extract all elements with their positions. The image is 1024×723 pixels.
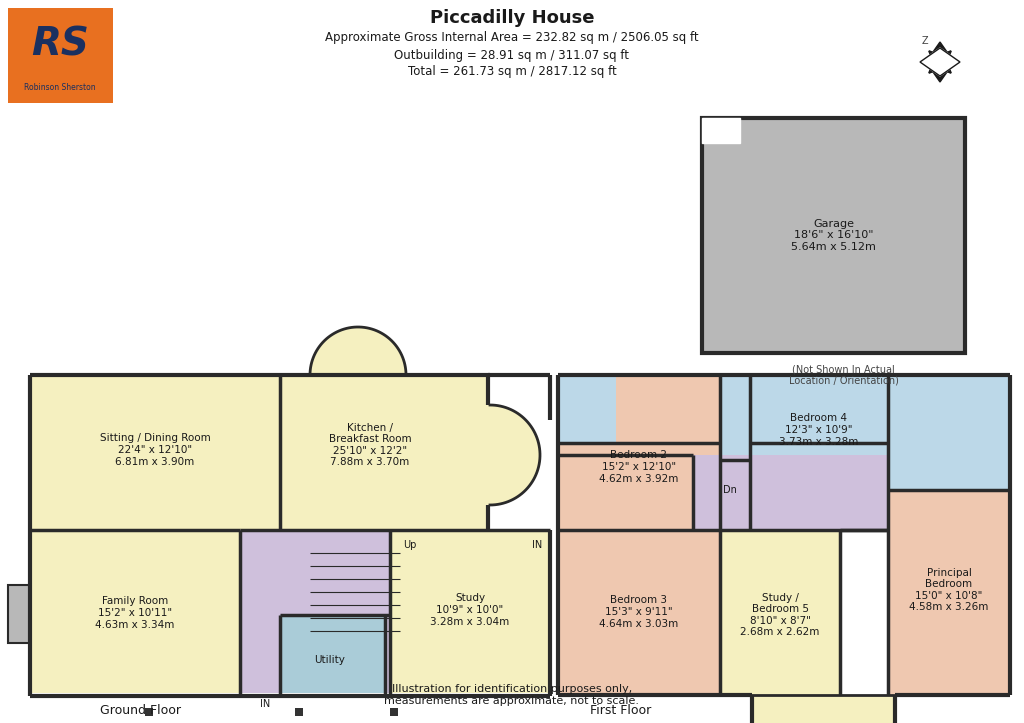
Text: Approximate Gross Internal Area = 232.82 sq m / 2506.05 sq ft: Approximate Gross Internal Area = 232.82… — [326, 32, 698, 45]
Bar — [558, 530, 720, 695]
Bar — [702, 118, 965, 353]
Polygon shape — [926, 42, 954, 82]
Bar — [30, 530, 240, 693]
Bar — [720, 375, 750, 460]
Bar — [30, 375, 280, 530]
Text: Ground Floor: Ground Floor — [100, 703, 181, 716]
Text: First Floor: First Floor — [590, 703, 651, 716]
Text: Garage
18'6" x 16'10"
5.64m x 5.12m: Garage 18'6" x 16'10" 5.64m x 5.12m — [792, 219, 876, 252]
Bar — [295, 708, 303, 716]
Bar — [280, 375, 490, 530]
Bar — [720, 530, 840, 695]
Text: IN: IN — [260, 699, 270, 709]
Polygon shape — [920, 48, 961, 76]
Text: IN: IN — [531, 540, 542, 550]
Bar — [693, 455, 888, 530]
Text: Outbuilding = 28.91 sq m / 311.07 sq ft: Outbuilding = 28.91 sq m / 311.07 sq ft — [394, 48, 630, 61]
Text: Principal
Bedroom
15'0" x 10'8"
4.58m x 3.26m: Principal Bedroom 15'0" x 10'8" 4.58m x … — [909, 568, 989, 612]
Text: Total = 261.73 sq m / 2817.12 sq ft: Total = 261.73 sq m / 2817.12 sq ft — [408, 66, 616, 79]
Text: Bedroom 3
15'3" x 9'11"
4.64m x 3.03m: Bedroom 3 15'3" x 9'11" 4.64m x 3.03m — [599, 596, 679, 628]
Polygon shape — [310, 327, 406, 375]
Text: Study /
Bedroom 5
8'10" x 8'7"
2.68m x 2.62m: Study / Bedroom 5 8'10" x 8'7" 2.68m x 2… — [740, 593, 819, 638]
Bar — [888, 375, 1010, 490]
Text: Robinson Sherston: Robinson Sherston — [25, 83, 96, 93]
Bar — [558, 375, 720, 530]
Text: (Not Shown In Actual
Location / Orientation): (Not Shown In Actual Location / Orientat… — [788, 364, 898, 386]
Text: Utility: Utility — [314, 655, 345, 665]
Polygon shape — [490, 405, 540, 505]
Bar — [888, 490, 1010, 695]
Bar — [702, 118, 740, 143]
Text: Bedroom 4
12'3" x 10'9"
3.73m x 3.28m: Bedroom 4 12'3" x 10'9" 3.73m x 3.28m — [779, 414, 859, 447]
Bar — [390, 708, 398, 716]
Bar — [240, 530, 490, 693]
Text: Bedroom 2
15'2" x 12'10"
4.62m x 3.92m: Bedroom 2 15'2" x 12'10" 4.62m x 3.92m — [599, 450, 679, 484]
Text: Piccadilly House: Piccadilly House — [430, 9, 594, 27]
Bar — [280, 615, 385, 693]
Bar — [558, 375, 616, 443]
Bar — [390, 530, 550, 693]
Text: RS: RS — [31, 26, 89, 64]
Bar — [8, 585, 30, 643]
Text: Kitchen /
Breakfast Room
25'10" x 12'2"
7.88m x 3.70m: Kitchen / Breakfast Room 25'10" x 12'2" … — [329, 423, 412, 467]
Text: Illustration for identification purposes only,
measurements are approximate, not: Illustration for identification purposes… — [384, 684, 640, 706]
Bar — [750, 375, 888, 510]
Bar — [145, 708, 153, 716]
Bar — [8, 8, 113, 103]
Bar — [752, 695, 895, 723]
Text: Family Room
15'2" x 10'11"
4.63m x 3.34m: Family Room 15'2" x 10'11" 4.63m x 3.34m — [95, 596, 175, 630]
Text: Study
10'9" x 10'0"
3.28m x 3.04m: Study 10'9" x 10'0" 3.28m x 3.04m — [430, 594, 510, 627]
Text: Sitting / Dining Room
22'4" x 12'10"
6.81m x 3.90m: Sitting / Dining Room 22'4" x 12'10" 6.8… — [99, 433, 210, 466]
Text: Up: Up — [403, 540, 417, 550]
Text: Z: Z — [922, 36, 929, 46]
Text: Dn: Dn — [723, 485, 737, 495]
